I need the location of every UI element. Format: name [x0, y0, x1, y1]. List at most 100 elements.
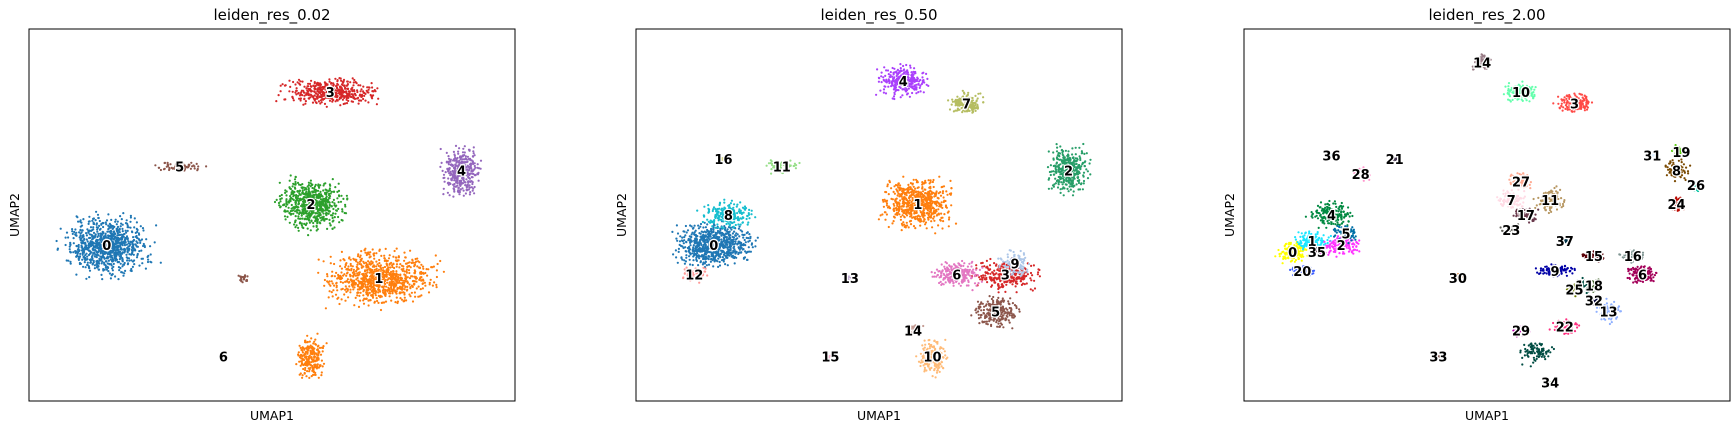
cell-point [301, 358, 304, 361]
cell-point [367, 304, 370, 307]
cell-point [101, 255, 104, 258]
cell-point [734, 252, 737, 255]
cell-point [388, 277, 391, 280]
cell-point [293, 223, 296, 226]
cell-point [358, 294, 361, 297]
cell-point [133, 259, 136, 262]
cell-point [896, 189, 899, 192]
cell-point [79, 229, 82, 232]
cell-point [898, 206, 901, 210]
cell-point [402, 291, 405, 294]
cell-point [352, 95, 355, 98]
cell-point [932, 178, 935, 182]
cell-point [80, 224, 84, 227]
cell-point [278, 181, 281, 184]
cell-point [447, 177, 450, 180]
cell-point [136, 254, 139, 257]
cell-point [317, 189, 320, 192]
cell-point [349, 95, 352, 98]
cell-point [916, 215, 919, 218]
cell-point [418, 295, 421, 298]
cell-point [340, 298, 343, 301]
cell-point [342, 78, 346, 81]
cell-point [386, 259, 389, 262]
cell-point [315, 95, 318, 98]
cell-point [298, 94, 302, 97]
cell-point [371, 294, 374, 298]
cell-point [305, 347, 308, 350]
cell-point [337, 88, 340, 91]
cell-point [930, 212, 934, 215]
cell-point [326, 275, 329, 278]
cell-point [317, 258, 320, 261]
cell-point [946, 211, 950, 214]
cell-point [308, 370, 311, 373]
cell-point [98, 241, 101, 244]
cell-point [80, 245, 84, 248]
cluster-label-4: 4 [457, 164, 466, 179]
cell-point [69, 243, 72, 246]
cell-point [298, 189, 301, 192]
cell-point [336, 197, 339, 200]
cell-point [677, 247, 681, 250]
cell-point [703, 249, 706, 252]
cell-point [85, 244, 88, 247]
cell-point [68, 248, 71, 251]
cell-point [747, 246, 750, 249]
cell-point [333, 202, 336, 205]
cell-point [405, 271, 408, 274]
cell-point [933, 219, 936, 222]
cell-point [722, 233, 725, 236]
cell-point [453, 179, 456, 182]
cell-point [919, 224, 922, 227]
cell-point [421, 271, 425, 274]
cell-point [123, 250, 126, 253]
cell-point [349, 262, 352, 266]
cell-point [396, 301, 399, 305]
cell-point [704, 260, 708, 263]
cell-point [299, 346, 302, 349]
cell-point [86, 263, 89, 267]
cell-point [316, 196, 319, 199]
cell-point [296, 190, 299, 193]
cell-point [376, 285, 379, 288]
cell-point [401, 288, 404, 291]
cell-point [938, 175, 941, 178]
cell-point [473, 173, 476, 177]
cell-point [713, 260, 716, 263]
cell-point [348, 256, 351, 259]
cell-point [303, 218, 306, 221]
cell-point [388, 283, 391, 286]
cell-point [367, 287, 370, 290]
cell-point [697, 241, 701, 245]
cell-point [85, 258, 88, 261]
cell-point [356, 263, 359, 266]
cell-point [470, 159, 473, 162]
cell-point [345, 96, 348, 99]
cell-point [714, 254, 717, 258]
cell-point [371, 271, 374, 274]
cell-point [340, 79, 343, 82]
cell-point [67, 259, 70, 262]
cell-point [344, 212, 348, 215]
cell-point [689, 263, 692, 266]
cell-point [96, 244, 100, 247]
cell-point [118, 231, 121, 234]
cell-point [381, 271, 384, 274]
cell-point [132, 253, 135, 256]
cell-point [739, 229, 742, 232]
cell-point [362, 97, 365, 101]
cell-point [897, 186, 900, 189]
cell-point [95, 263, 98, 266]
cell-point [933, 215, 936, 218]
cell-point [91, 229, 94, 232]
cell-point [316, 221, 319, 224]
cell-point [314, 366, 317, 369]
cell-point [110, 255, 113, 258]
cell-point [473, 192, 476, 195]
cell-point [899, 215, 903, 218]
cell-point [136, 230, 139, 233]
cell-point [418, 266, 421, 269]
cell-point [410, 284, 413, 287]
cell-point [163, 161, 166, 165]
